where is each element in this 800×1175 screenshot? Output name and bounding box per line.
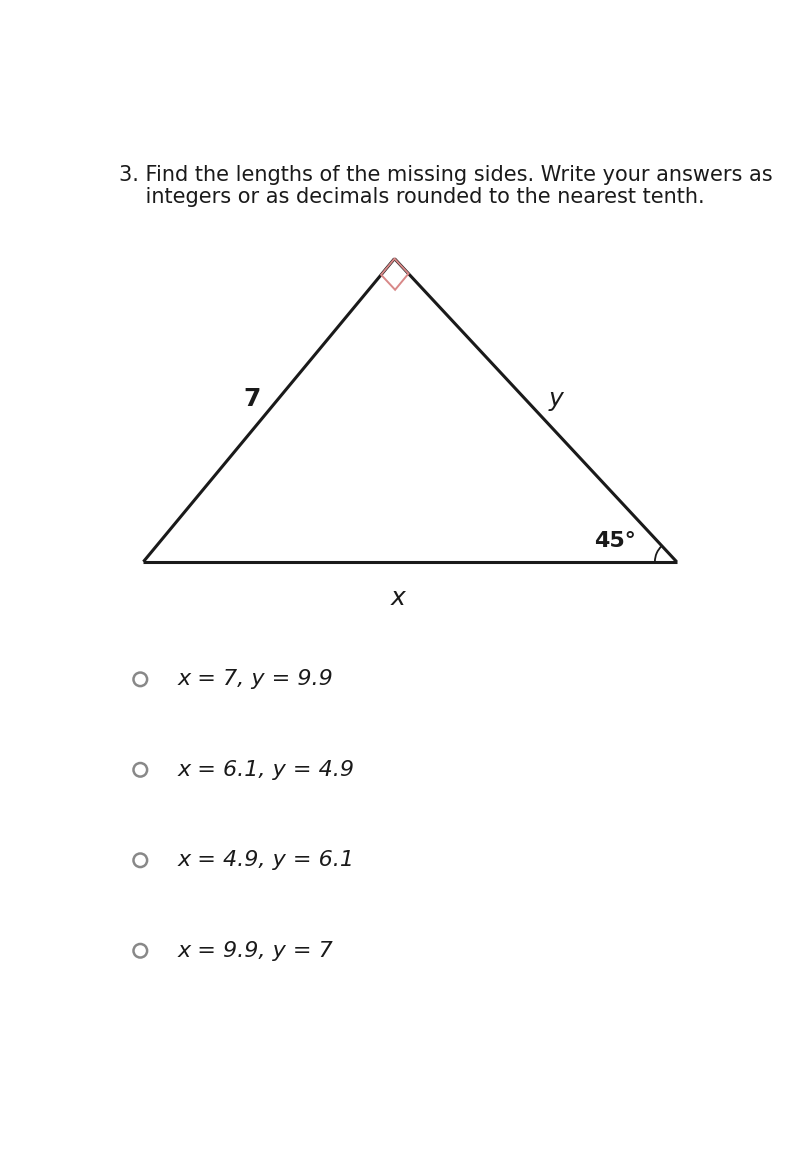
Text: x = 7, y = 9.9: x = 7, y = 9.9 xyxy=(178,670,334,690)
Text: 7: 7 xyxy=(243,387,261,411)
Text: x = 9.9, y = 7: x = 9.9, y = 7 xyxy=(178,941,334,961)
Text: x: x xyxy=(390,586,405,610)
Text: integers or as decimals rounded to the nearest tenth.: integers or as decimals rounded to the n… xyxy=(118,187,704,207)
Text: 3. Find the lengths of the missing sides. Write your answers as: 3. Find the lengths of the missing sides… xyxy=(118,166,772,186)
Text: x = 6.1, y = 4.9: x = 6.1, y = 4.9 xyxy=(178,760,354,780)
Text: x = 4.9, y = 6.1: x = 4.9, y = 6.1 xyxy=(178,851,354,871)
Text: 45°: 45° xyxy=(594,531,635,551)
Text: y: y xyxy=(548,387,563,411)
